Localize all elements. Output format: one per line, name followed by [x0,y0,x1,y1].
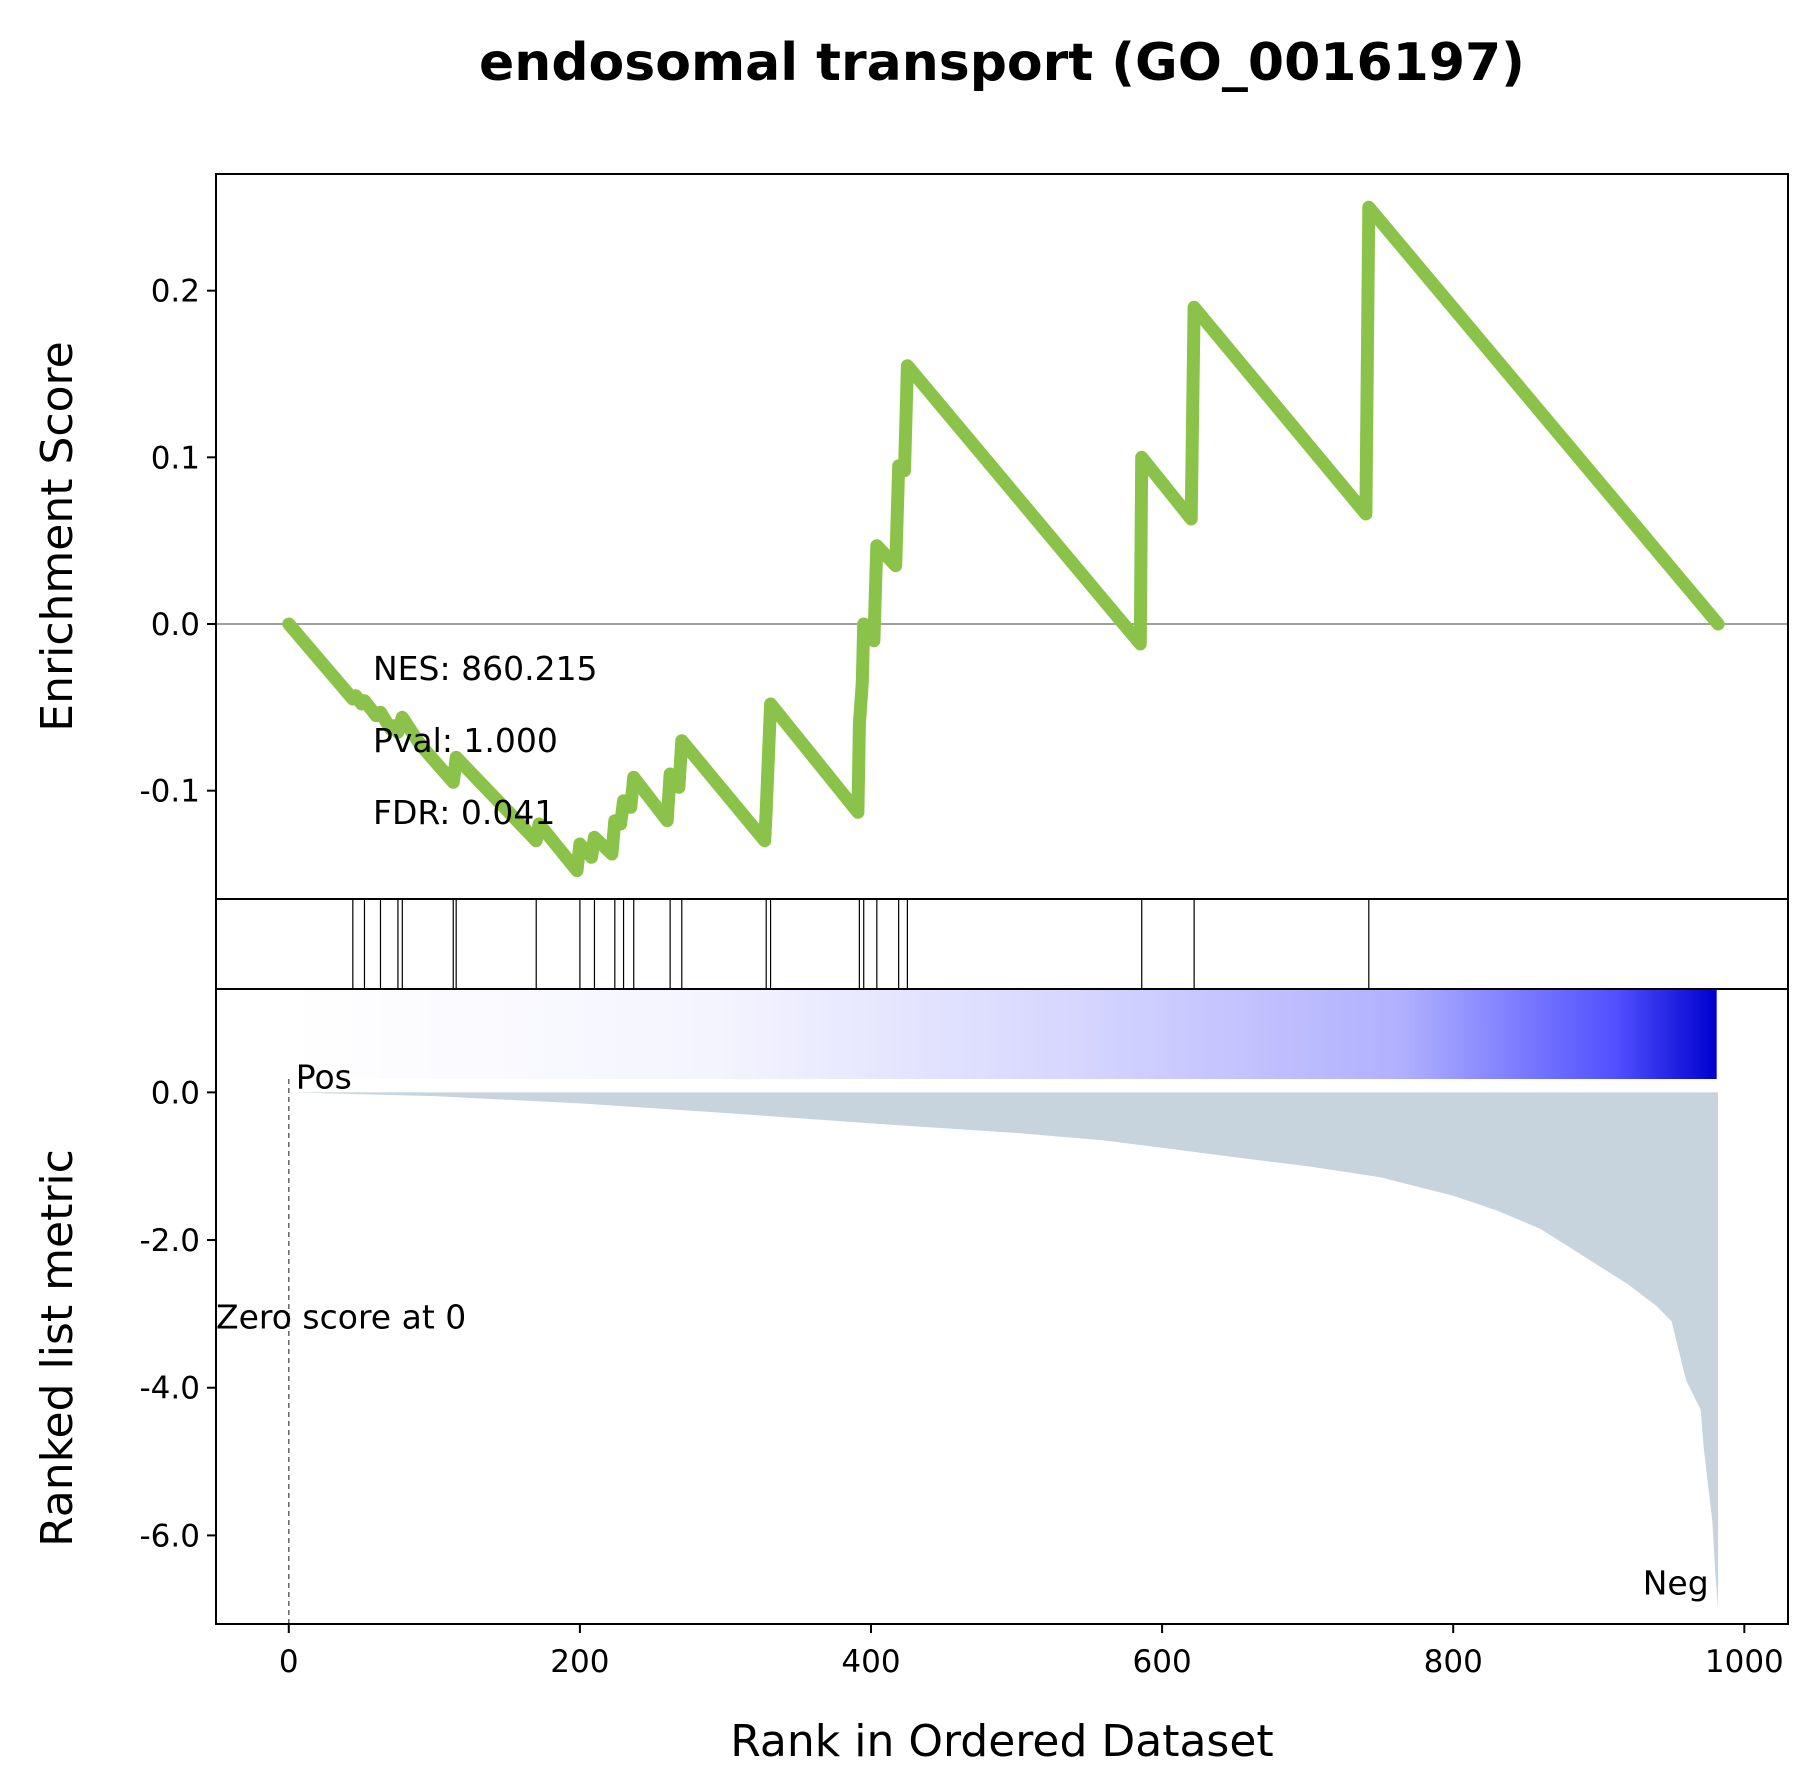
x-axis-ticks: 0 200 400 600 800 1000 [279,1624,1784,1680]
es-y-tick-label: 0.2 [151,274,200,310]
neg-label: Neg [1643,1563,1709,1602]
rank-y-tick-label: -6.0 [140,1518,201,1554]
rank-axes-frame [215,988,1789,1625]
rank-gradient-bar [288,989,1717,1079]
pos-label: Pos [296,1057,352,1096]
nes-annotation: NES: 860.215 [373,649,598,688]
es-y-tick-label: -0.1 [140,774,201,810]
x-tick-label: 400 [841,1644,900,1680]
enrichment-score-panel: -0.1 0.0 0.1 0.2 NES: 860.215 Pval: 1.000 F… [32,173,1789,900]
x-tick-label: 200 [550,1644,609,1680]
gene-hits-panel [215,898,1789,990]
fdr-annotation: FDR: 0.041 [373,793,555,832]
x-tick-label: 800 [1424,1644,1483,1680]
hit-lines [352,899,1370,989]
es-y-tick-label: 0.0 [151,607,200,643]
es-axes-frame [215,173,1789,900]
chart-title: endosomal transport (GO_0016197) [479,33,1525,93]
hits-axes-frame [215,898,1789,990]
es-y-ticks: -0.1 0.0 0.1 0.2 [140,274,216,810]
rank-y-tick-label: 0.0 [151,1075,200,1111]
rank-y-tick-label: -2.0 [140,1223,201,1259]
rank-y-axis-label: Ranked list metric [32,1149,83,1547]
x-tick-label: 1000 [1705,1644,1784,1680]
zero-score-label: Zero score at 0 [216,1298,466,1337]
statistics-annotations: NES: 860.215 Pval: 1.000 FDR: 0.041 [373,649,598,832]
x-tick-label: 0 [279,1644,299,1680]
enrichment-score-line [282,200,1725,878]
es-y-tick-label: 0.1 [151,440,200,476]
x-axis-label: Rank in Ordered Dataset [730,1716,1273,1767]
ranked-metric-panel: Pos Neg Zero score at 0 0.0-2.0-4.0-6.0 … [32,988,1789,1767]
rank-y-tick-label: -4.0 [140,1371,201,1407]
ranked-metric-area [288,1092,1719,1610]
x-tick-label: 600 [1133,1644,1192,1680]
es-y-axis-label: Enrichment Score [32,341,83,731]
rank-y-ticks: 0.0 -2.0 -4.0 -6.0 [140,1075,216,1554]
pval-annotation: Pval: 1.000 [373,721,558,760]
